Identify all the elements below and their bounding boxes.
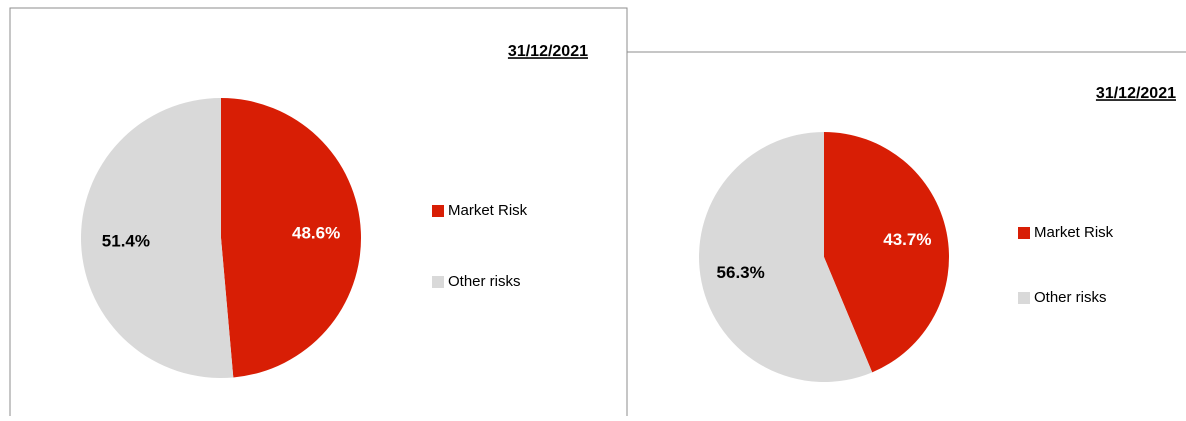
legend-swatch	[1018, 292, 1030, 304]
chart-title: 31/12/2021	[508, 43, 588, 60]
legend-label: Other risks	[448, 273, 521, 290]
left-panel-border	[9, 7, 628, 416]
legend-swatch	[432, 276, 444, 288]
data-label: 48.6%	[292, 223, 340, 242]
legend-label: Other risks	[1034, 289, 1107, 306]
data-label: 51.4%	[102, 232, 150, 251]
chart-title: 31/12/2021	[1096, 85, 1176, 102]
legend-label: Market Risk	[1034, 224, 1114, 241]
pie-slice	[699, 132, 873, 382]
data-label: 56.3%	[717, 263, 765, 282]
pie-slice	[824, 132, 950, 373]
legend-swatch	[432, 205, 444, 217]
legend-label: Market Risk	[448, 202, 528, 219]
pie-slice	[81, 98, 234, 378]
pie-slice	[221, 98, 362, 378]
legend-swatch	[1018, 227, 1030, 239]
data-label: 43.7%	[883, 230, 931, 249]
